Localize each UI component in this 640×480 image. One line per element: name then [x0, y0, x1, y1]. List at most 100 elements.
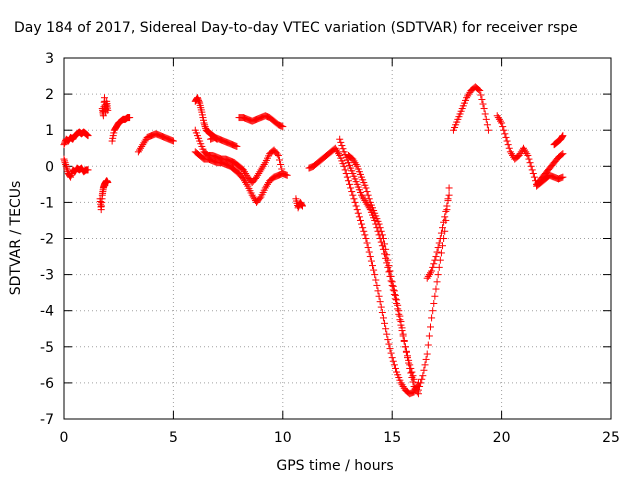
data-point — [359, 224, 367, 232]
data-point — [437, 249, 445, 257]
data-point — [344, 177, 352, 185]
data-point — [361, 197, 369, 205]
data-point — [425, 332, 433, 340]
data-point — [530, 173, 538, 181]
data-point — [404, 354, 412, 362]
y-tick-label: -1 — [40, 195, 54, 211]
data-point — [428, 267, 436, 275]
data-point — [332, 146, 340, 154]
data-point — [501, 130, 509, 138]
data-point — [384, 263, 392, 271]
data-point — [477, 91, 485, 99]
y-tick-label: -2 — [40, 232, 54, 248]
data-point — [428, 314, 436, 322]
data-point — [338, 142, 346, 150]
data-point — [432, 285, 440, 293]
data-point — [273, 150, 281, 158]
data-point — [443, 202, 451, 210]
y-tick-label: -5 — [40, 340, 54, 356]
data-point — [343, 173, 351, 181]
data-point — [500, 126, 508, 134]
data-point — [559, 173, 567, 181]
data-point — [365, 248, 373, 256]
data-point — [376, 224, 384, 232]
data-point — [441, 227, 449, 235]
data-point — [483, 121, 491, 129]
y-tick-label: 3 — [45, 51, 54, 67]
data-point — [463, 94, 471, 102]
data-points — [60, 83, 567, 398]
data-point — [377, 227, 385, 235]
data-point — [384, 336, 392, 344]
data-point — [391, 364, 399, 372]
data-point — [379, 235, 387, 242]
data-point — [391, 291, 399, 299]
data-point — [411, 384, 419, 392]
data-point — [349, 191, 357, 199]
data-point — [277, 160, 285, 168]
data-point — [502, 133, 510, 141]
data-point — [377, 303, 385, 311]
data-point — [347, 184, 355, 192]
y-tick-label: -7 — [40, 412, 54, 428]
data-point — [433, 248, 441, 256]
data-point — [385, 268, 393, 276]
data-point — [383, 251, 391, 259]
data-point — [342, 170, 350, 178]
data-point — [429, 263, 437, 271]
data-point — [389, 282, 397, 290]
data-point — [233, 142, 241, 150]
data-point — [61, 159, 69, 167]
data-point — [358, 220, 366, 228]
data-point — [399, 330, 407, 338]
data-point — [341, 166, 349, 174]
data-point — [397, 318, 405, 326]
data-point — [141, 137, 149, 145]
data-point — [507, 150, 515, 158]
data-point — [140, 139, 148, 147]
data-point — [169, 137, 177, 145]
data-point — [479, 100, 487, 108]
data-point — [259, 162, 267, 170]
x-tick-label: 5 — [169, 430, 178, 446]
data-point — [464, 92, 472, 100]
data-point — [256, 168, 264, 176]
data-point — [388, 354, 396, 362]
data-point — [258, 164, 266, 172]
data-point — [430, 260, 438, 268]
data-point — [372, 276, 380, 284]
data-point — [405, 359, 413, 367]
data-point — [62, 162, 70, 170]
data-point — [430, 299, 438, 307]
data-point — [439, 224, 447, 232]
data-point — [402, 348, 410, 356]
data-point — [283, 171, 291, 179]
data-point — [426, 269, 434, 277]
data-point — [256, 194, 264, 202]
data-point — [394, 301, 402, 309]
data-point — [426, 323, 434, 331]
data-point — [385, 340, 393, 348]
data-point — [529, 170, 537, 178]
data-point — [418, 375, 426, 383]
data-point — [416, 383, 424, 391]
data-point — [432, 253, 440, 261]
data-point — [351, 198, 359, 206]
data-point — [406, 364, 414, 372]
data-point — [422, 355, 430, 363]
data-point — [379, 314, 387, 322]
data-point — [527, 162, 535, 170]
data-point — [67, 171, 75, 179]
grid — [64, 58, 611, 419]
data-point — [522, 148, 530, 156]
data-point — [441, 213, 449, 221]
data-point — [276, 156, 284, 164]
data-point — [364, 191, 372, 199]
data-point — [506, 148, 514, 156]
data-point — [248, 191, 256, 199]
data-point — [524, 151, 532, 159]
data-point — [369, 262, 377, 270]
data-point — [381, 240, 389, 248]
data-point — [363, 188, 371, 196]
data-point — [243, 180, 251, 188]
